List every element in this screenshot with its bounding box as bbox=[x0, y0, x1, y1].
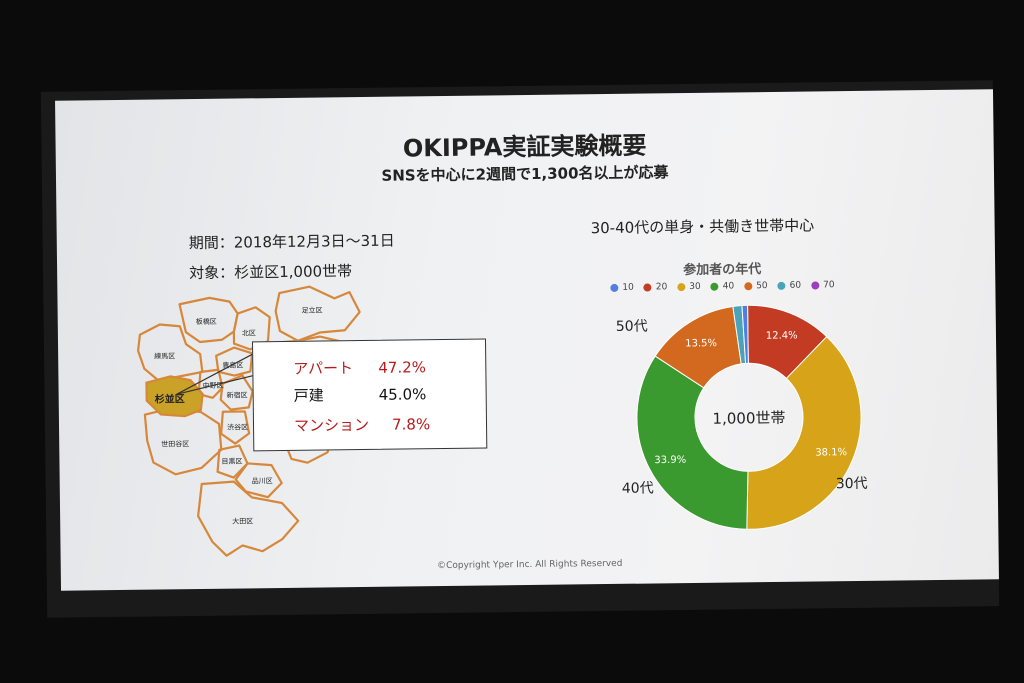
ward-label-shinjuku: 新宿区 bbox=[227, 390, 248, 399]
legend-item-50: 50 bbox=[744, 281, 768, 291]
legend-label-30: 30 bbox=[689, 281, 701, 293]
ward-ota bbox=[197, 480, 300, 557]
ward-label-shinagawa: 品川区 bbox=[252, 477, 273, 485]
donut-center-label: 1,000世帯 bbox=[712, 409, 785, 428]
legend-label-50: 50 bbox=[756, 281, 768, 292]
house-value: 45.0% bbox=[378, 385, 427, 404]
callout-pointer bbox=[176, 352, 255, 395]
target-text: 対象：杉並区1,000世帯 bbox=[189, 262, 353, 283]
slide: OKIPPA実証実験概要 SNSを中心に2週間で1,300名以上が応募 期間：2… bbox=[55, 89, 999, 591]
ward-adachi bbox=[274, 285, 361, 342]
donut-label-30: 38.1% bbox=[815, 447, 847, 458]
callout-row-house: 戸建 45.0% bbox=[294, 383, 427, 406]
donut-label-40: 33.9% bbox=[654, 455, 686, 466]
ward-shinagawa bbox=[234, 462, 283, 499]
legend-label-20: 20 bbox=[655, 282, 668, 293]
ward-label-shibuya: 渋谷区 bbox=[227, 422, 248, 431]
legend-label-10: 10 bbox=[622, 282, 634, 293]
ward-shinjuku bbox=[219, 374, 254, 411]
age-donut-chart: 12.4% 38.1% 33.9% 13.5% 1,000世帯 bbox=[636, 304, 862, 530]
callout-row-apartment: アパート 47.2% bbox=[293, 356, 426, 379]
donut-slice-40 bbox=[636, 355, 749, 530]
house-label: 戸建 bbox=[293, 386, 324, 405]
demographic-heading: 30-40代の単身・共働き世帯中心 bbox=[590, 216, 815, 238]
ward-label-meguro: 目黒区 bbox=[221, 457, 242, 465]
age-label-50s: 50代 bbox=[615, 318, 648, 335]
legend-swatch-60 bbox=[777, 281, 786, 290]
legend-item-10: 10 bbox=[610, 283, 634, 293]
legend-label-70: 70 bbox=[823, 280, 835, 291]
ward-label-nerima: 練馬区 bbox=[154, 351, 175, 360]
legend-swatch-30 bbox=[677, 283, 686, 292]
ward-meguro bbox=[216, 444, 249, 479]
legend-swatch-10 bbox=[610, 283, 619, 292]
ward-shibuya bbox=[220, 410, 251, 445]
legend-swatch-40 bbox=[710, 282, 719, 291]
donut-slice-30 bbox=[746, 335, 862, 530]
mansion-value: 7.8% bbox=[391, 415, 431, 434]
ward-label-suginami: 杉並区 bbox=[155, 392, 185, 405]
ward-label-adachi: 足立区 bbox=[302, 305, 323, 314]
chart-title: 参加者の年代 bbox=[683, 262, 762, 279]
legend-item-30: 30 bbox=[677, 282, 701, 292]
ward-label-itabashi: 板橋区 bbox=[196, 317, 217, 326]
donut-label-20: 12.4% bbox=[766, 330, 798, 341]
legend-item-20: 20 bbox=[643, 282, 668, 293]
legend-swatch-20 bbox=[643, 283, 652, 292]
donut-label-50: 13.5% bbox=[685, 338, 717, 349]
legend-label-60: 60 bbox=[789, 280, 802, 291]
ward-label-setagaya: 世田谷区 bbox=[161, 439, 189, 448]
apartment-value: 47.2% bbox=[378, 358, 427, 377]
mansion-label: マンション bbox=[293, 415, 370, 435]
apartment-label: アパート bbox=[293, 359, 354, 378]
legend-swatch-70 bbox=[811, 281, 820, 290]
ward-label-ota: 大田区 bbox=[232, 516, 253, 525]
legend-item-70: 70 bbox=[811, 280, 835, 290]
callout-pointer-lower bbox=[176, 374, 255, 395]
ward-label-kita: 北区 bbox=[242, 329, 256, 337]
legend-item-40: 40 bbox=[710, 281, 735, 292]
legend-swatch-50 bbox=[744, 282, 753, 291]
age-label-30s: 30代 bbox=[835, 475, 868, 493]
ward-suginami-highlight bbox=[145, 375, 204, 418]
callout-row-mansion: マンション 7.8% bbox=[294, 413, 430, 436]
legend-label-40: 40 bbox=[722, 281, 735, 292]
housing-type-callout: アパート 47.2% 戸建 45.0% マンション 7.8% bbox=[251, 338, 488, 452]
chart-legend: 10 20 30 40 50 60 70 bbox=[610, 280, 835, 293]
donut-slice-10 bbox=[741, 304, 749, 364]
period-text: 期間：2018年12月3日〜31日 bbox=[188, 231, 395, 253]
legend-item-60: 60 bbox=[777, 280, 802, 291]
age-label-40s: 40代 bbox=[621, 480, 654, 497]
